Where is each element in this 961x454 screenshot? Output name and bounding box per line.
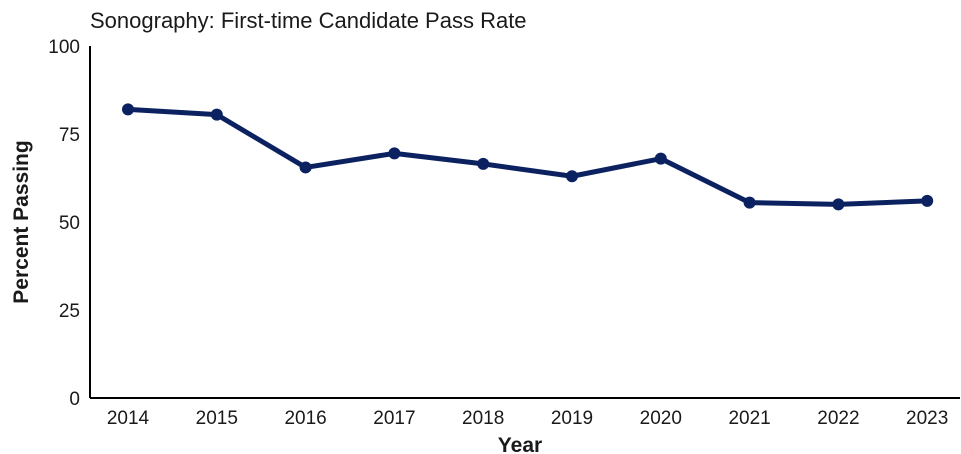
x-tick-label: 2017 bbox=[373, 408, 415, 429]
data-point bbox=[388, 147, 401, 160]
data-point bbox=[743, 196, 756, 209]
series-layer bbox=[122, 103, 934, 211]
y-axis-label: Percent Passing bbox=[10, 140, 33, 303]
x-tick-label: 2015 bbox=[196, 408, 238, 429]
data-point bbox=[210, 108, 223, 121]
data-point bbox=[921, 194, 934, 207]
chart-title: Sonography: First-time Candidate Pass Ra… bbox=[90, 8, 527, 33]
y-tick-label: 75 bbox=[59, 125, 80, 146]
x-tick-label: 2021 bbox=[728, 408, 770, 429]
x-tick-label: 2019 bbox=[551, 408, 593, 429]
y-tick-label: 25 bbox=[59, 301, 80, 322]
x-tick-label: 2023 bbox=[906, 408, 948, 429]
x-tick-label: 2018 bbox=[462, 408, 504, 429]
series-line bbox=[125, 106, 930, 207]
x-tick-label: 2020 bbox=[640, 408, 682, 429]
x-tick-label: 2014 bbox=[107, 408, 150, 429]
x-axis-label: Year bbox=[498, 434, 542, 454]
data-point bbox=[299, 161, 312, 174]
x-axis-ticks: 2014 2015 2016 2017 2018 2019 2020 2021 2022 2023 bbox=[107, 408, 948, 429]
data-point bbox=[122, 103, 134, 116]
data-point bbox=[832, 198, 845, 211]
y-tick-label: 0 bbox=[69, 389, 80, 410]
data-point bbox=[654, 152, 667, 165]
y-tick-label: 100 bbox=[48, 37, 80, 58]
data-point bbox=[477, 157, 490, 170]
x-tick-label: 2016 bbox=[284, 408, 326, 429]
data-point bbox=[566, 170, 578, 183]
x-tick-label: 2022 bbox=[817, 408, 859, 429]
y-tick-label: 50 bbox=[59, 213, 80, 234]
y-axis-ticks: 0 25 50 75 100 bbox=[48, 37, 80, 410]
